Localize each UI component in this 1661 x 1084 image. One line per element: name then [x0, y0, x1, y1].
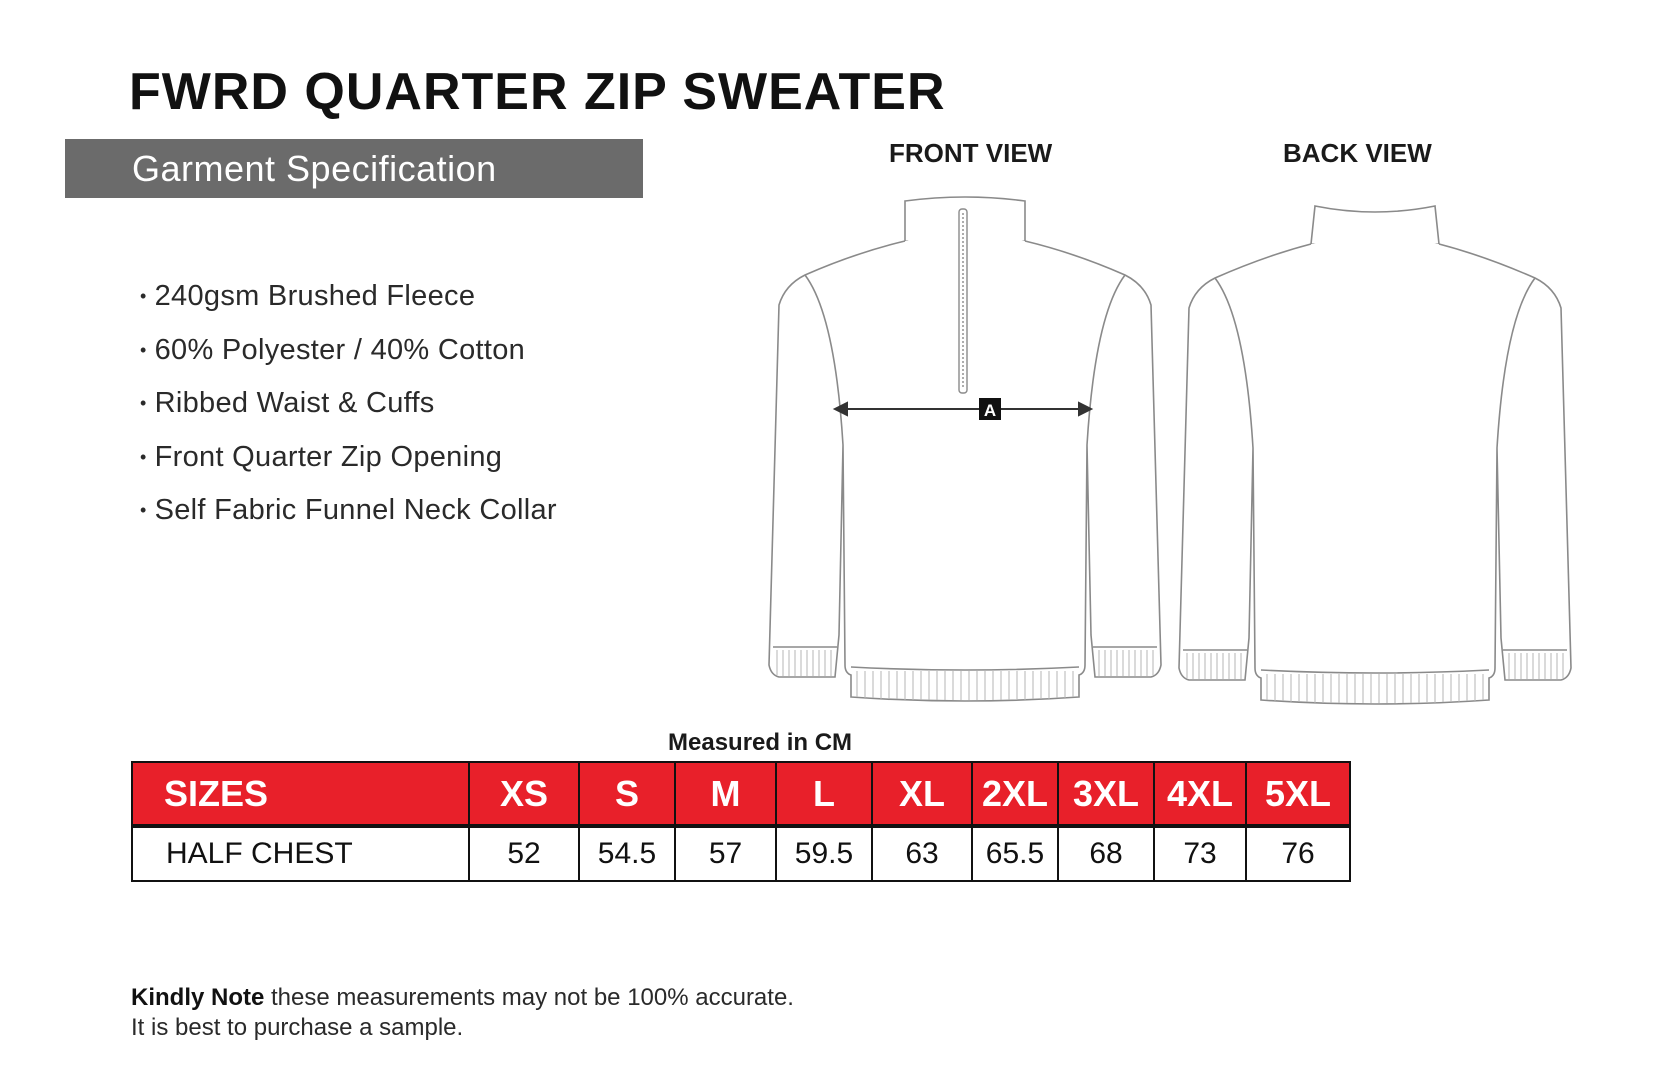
page-title: FWRD QUARTER ZIP SWEATER	[129, 63, 946, 121]
disclaimer-bold: Kindly Note	[131, 984, 265, 1011]
half-chest-row: HALF CHEST 52 54.5 57 59.5 63 65.5 68 73…	[131, 825, 1351, 882]
size-header-cell: XS	[468, 761, 580, 827]
back-view-sweater-illustration	[1178, 205, 1572, 705]
half-chest-value: 73	[1153, 825, 1247, 882]
feature-item: 60% Polyester / 40% Cotton	[140, 332, 557, 386]
measured-in-cm-label: Measured in CM	[668, 729, 853, 756]
half-chest-label: HALF CHEST	[131, 825, 470, 882]
disclaimer-line-2: It is best to purchase a sample.	[131, 1014, 464, 1041]
disclaimer-text: these measurements may not be 100% accur…	[264, 984, 794, 1011]
subtitle-bar	[65, 139, 643, 198]
subtitle: Garment Specification	[132, 148, 497, 189]
half-chest-value: 57	[674, 825, 777, 882]
size-chart-table: SIZES XS S M L XL 2XL 3XL 4XL 5XL HALF C…	[131, 761, 1351, 882]
size-header-cell: L	[775, 761, 873, 827]
feature-list: 240gsm Brushed Fleece 60% Polyester / 40…	[140, 278, 557, 546]
half-chest-value: 68	[1057, 825, 1155, 882]
feature-item: Self Fabric Funnel Neck Collar	[140, 492, 557, 546]
feature-item: Front Quarter Zip Opening	[140, 439, 557, 493]
half-chest-value: 52	[468, 825, 580, 882]
feature-item: 240gsm Brushed Fleece	[140, 278, 557, 332]
back-view-label: BACK VIEW	[1283, 138, 1432, 168]
size-header-row: SIZES XS S M L XL 2XL 3XL 4XL 5XL	[131, 761, 1351, 827]
measure-marker-a: A	[984, 401, 996, 420]
size-header-cell: 5XL	[1245, 761, 1351, 827]
front-view-sweater-illustration: A	[768, 196, 1162, 702]
size-header-cell: S	[578, 761, 676, 827]
size-header-cell: M	[674, 761, 777, 827]
half-chest-value: 65.5	[971, 825, 1059, 882]
feature-item: Ribbed Waist & Cuffs	[140, 385, 557, 439]
size-header-cell: XL	[871, 761, 973, 827]
half-chest-value: 63	[871, 825, 973, 882]
half-chest-value: 76	[1245, 825, 1351, 882]
half-chest-value: 54.5	[578, 825, 676, 882]
half-chest-value: 59.5	[775, 825, 873, 882]
disclaimer-line-1: Kindly Note these measurements may not b…	[131, 984, 794, 1012]
size-header-cell: 4XL	[1153, 761, 1247, 827]
size-header-cell: 3XL	[1057, 761, 1155, 827]
sizes-header-label: SIZES	[131, 761, 470, 827]
size-header-cell: 2XL	[971, 761, 1059, 827]
front-view-label: FRONT VIEW	[889, 138, 1053, 168]
